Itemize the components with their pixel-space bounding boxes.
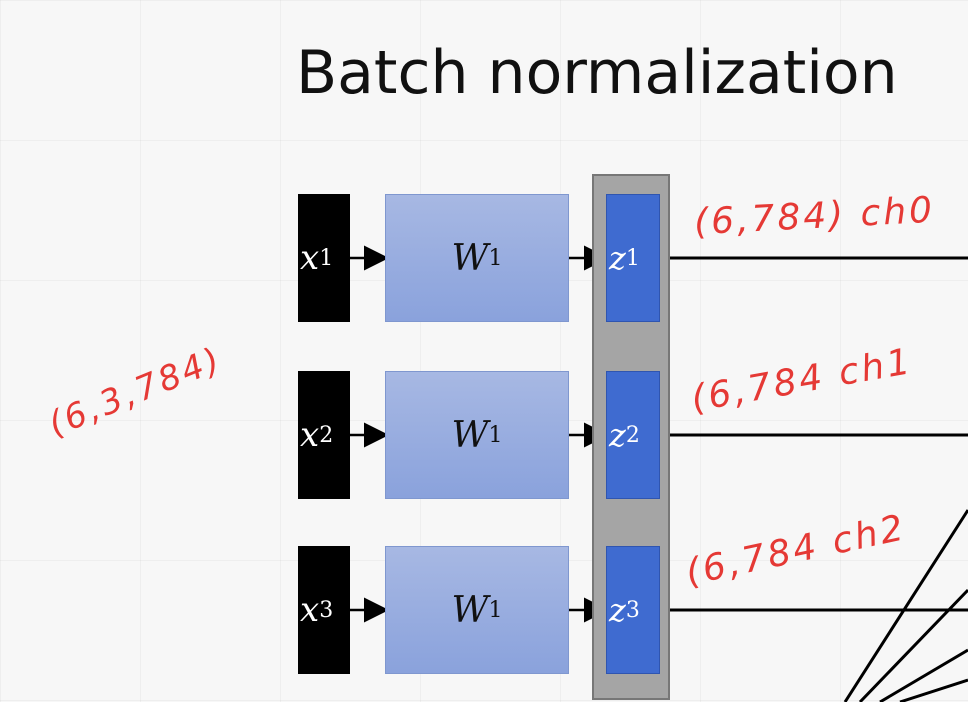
weight-w1-box-row1: W1 xyxy=(385,194,569,322)
weight-w1-box-row3: W1 xyxy=(385,546,569,674)
input-x3-box: x3 xyxy=(298,546,350,674)
weight-w1-box-row2: W1 xyxy=(385,371,569,499)
output-z3-box: z3 xyxy=(606,546,660,674)
input-x1-box: x1 xyxy=(298,194,350,322)
input-x2-box: x2 xyxy=(298,371,350,499)
output-z1-box: z1 xyxy=(606,194,660,322)
output-z2-box: z2 xyxy=(606,371,660,499)
